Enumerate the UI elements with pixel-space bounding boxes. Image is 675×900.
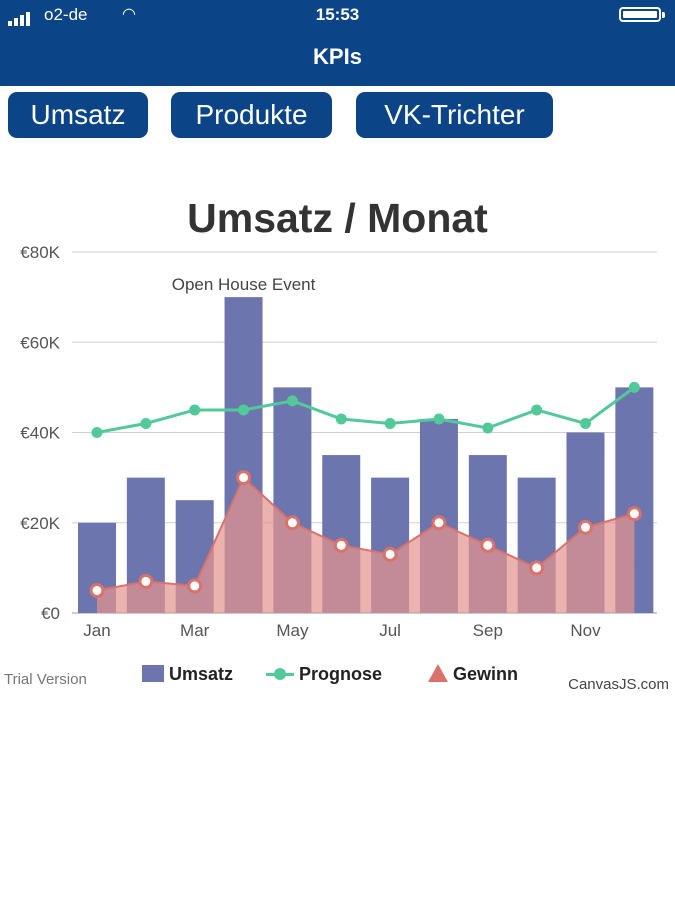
chart-title: Umsatz / Monat — [187, 195, 488, 241]
y-tick-label: €80K — [20, 243, 60, 262]
point-gewinn[interactable] — [89, 582, 105, 598]
point-prognose[interactable] — [189, 404, 201, 416]
y-tick-label: €0 — [41, 604, 60, 623]
point-prognose[interactable] — [531, 404, 543, 416]
carrier-label: o2-de — [44, 5, 88, 24]
x-tick-label: Jan — [83, 621, 110, 640]
legend-item-gewinn[interactable]: Gewinn — [428, 664, 518, 685]
signal-icon — [8, 8, 32, 26]
trial-version-label: Trial Version — [4, 671, 87, 688]
point-prognose[interactable] — [580, 417, 591, 429]
tab-produkte[interactable]: Produkte — [171, 92, 332, 138]
legend-label-umsatz: Umsatz — [169, 664, 234, 684]
point-gewinn[interactable] — [333, 537, 349, 553]
page-title: KPIs — [313, 44, 362, 69]
point-prognose[interactable] — [238, 404, 250, 416]
x-tick-label: Sep — [473, 621, 503, 640]
revenue-chart: €0 €20K €40K €60K €80K Jan Mar May Jul Sep Nov Open… — [20, 243, 657, 640]
clock: 15:53 — [315, 5, 360, 24]
x-tick-label: May — [276, 621, 309, 640]
point-prognose[interactable] — [482, 422, 494, 434]
legend-item-prognose[interactable]: Prognose — [266, 664, 382, 685]
y-tick-label: €20K — [20, 514, 60, 533]
chart-annotation: Open House Event — [172, 275, 316, 294]
point-gewinn[interactable] — [431, 515, 447, 531]
tab-vk-trichter[interactable]: VK-Trichter — [356, 92, 553, 138]
area-gewinn — [97, 477, 635, 613]
chart-credit: CanvasJS.com — [568, 676, 669, 693]
point-prognose[interactable] — [91, 427, 103, 438]
point-prognose[interactable] — [140, 417, 152, 429]
nav-bar: KPIs — [0, 30, 675, 86]
point-gewinn[interactable] — [529, 560, 545, 576]
y-tick-label: €60K — [20, 333, 60, 352]
battery-icon — [619, 7, 665, 22]
y-tick-label: €40K — [20, 424, 60, 443]
line-gewinn — [96, 475, 635, 592]
triangle-swatch-icon — [428, 664, 448, 682]
point-gewinn[interactable] — [187, 578, 203, 594]
legend-label-gewinn: Gewinn — [453, 664, 519, 684]
point-prognose[interactable] — [286, 395, 298, 407]
point-prognose[interactable] — [628, 381, 640, 393]
bar-swatch-icon — [142, 665, 164, 682]
point-gewinn[interactable] — [284, 515, 300, 531]
point-gewinn[interactable] — [578, 519, 593, 535]
tab-bar: Umsatz Produkte VK-Trichter — [0, 92, 675, 140]
x-tick-label: Jul — [379, 621, 401, 640]
status-bar: o2-de ◠ 15:53 — [0, 0, 675, 30]
tab-umsatz[interactable]: Umsatz — [8, 92, 148, 138]
line-marker-swatch-icon — [266, 665, 294, 683]
point-prognose[interactable] — [335, 413, 347, 425]
point-gewinn[interactable] — [138, 573, 154, 589]
x-tick-label: Mar — [180, 621, 210, 640]
legend-item-umsatz[interactable]: Umsatz — [142, 664, 233, 685]
point-gewinn[interactable] — [626, 506, 642, 522]
point-prognose[interactable] — [384, 417, 396, 429]
point-gewinn[interactable] — [236, 470, 252, 486]
point-prognose[interactable] — [433, 413, 445, 425]
wifi-icon: ◠ — [122, 6, 136, 23]
legend-label-prognose: Prognose — [299, 664, 383, 684]
point-gewinn[interactable] — [382, 546, 398, 562]
x-tick-label: Nov — [570, 621, 601, 640]
point-gewinn[interactable] — [480, 537, 496, 553]
line-prognose — [96, 386, 636, 434]
